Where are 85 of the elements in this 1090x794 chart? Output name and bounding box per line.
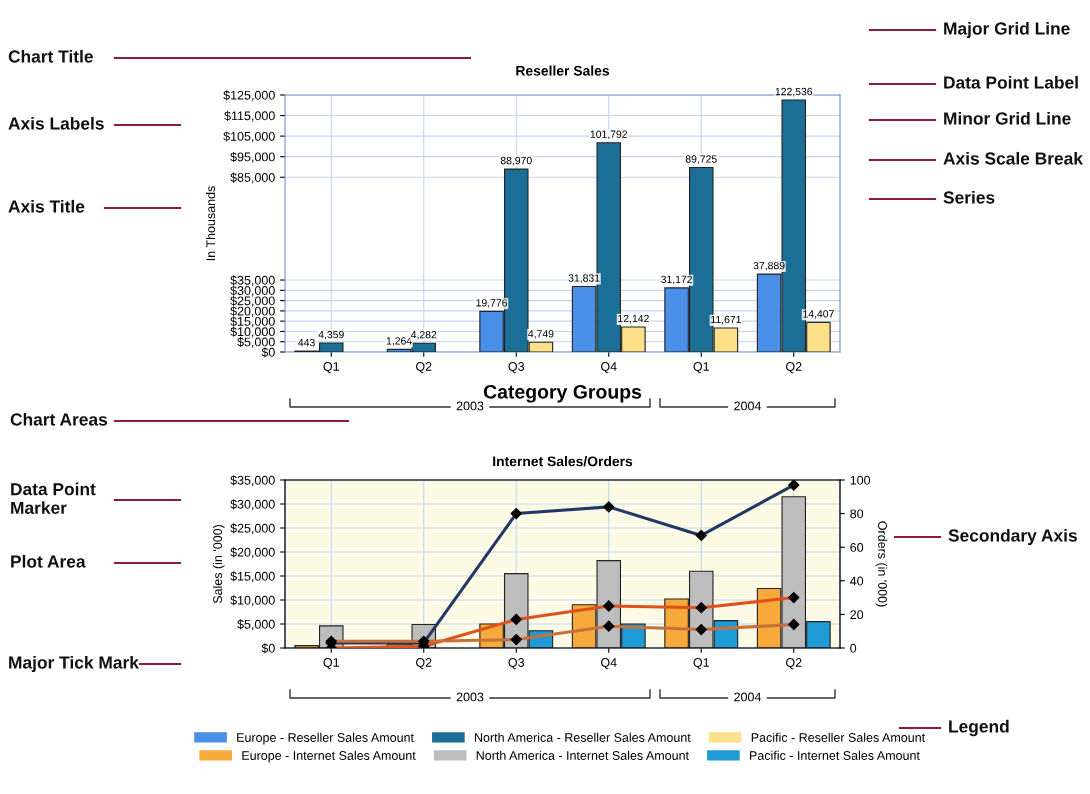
data-label: 1,264 [386,337,412,346]
y-tick-label: $30,000 [230,499,275,511]
text: Axis Title [8,199,85,213]
data-label: 19,776 [476,299,508,308]
y-tick-label: $85,000 [230,172,275,184]
x-tick-label: Q2 [416,658,432,670]
x-tick-label: Q4 [601,362,617,374]
legend-label: North America - Reseller Sales Amount [475,732,691,742]
x-tick-label: Q1 [323,362,339,374]
data-label: 11,671 [711,315,741,325]
y-tick-label: $10,000 [230,595,275,607]
y-tick-label: $115,000 [224,110,275,122]
data-label: 4,282 [410,330,437,340]
y-tick-label: $105,000 [223,131,275,143]
legend-label: Europe - Reseller Sales Amount [237,732,414,745]
data-label: 122,536 [775,87,813,97]
text: Major Grid Line [944,21,1070,39]
data-label: 31,831 [568,274,600,283]
data-label: 31,172 [661,275,692,285]
data-label: 4,749 [528,330,554,339]
y-tick-label: $20,000 [230,306,275,318]
text: Secondary Axis [948,528,1077,546]
y-axis-title: Sales (in '000) [212,525,225,604]
chart-title: Reseller Sales [516,65,610,76]
x-tick-label: Q1 [693,362,709,374]
y-tick-label: $125,000 [223,90,275,102]
data-label: 443 [298,338,315,347]
y-tick-label: $5,000 [237,619,275,631]
text: Data Point Marker [11,482,96,515]
y-tick-label: $25,000 [230,523,275,535]
y-tick-label: $10,000 [230,326,275,338]
data-label: 12,142 [618,314,649,324]
y2-tick-label: 80 [850,509,864,519]
text: Legend [949,719,1009,737]
data-label: 89,725 [685,155,717,164]
legend-label: Europe - Internet Sales Amount [242,750,416,763]
x-tick-label: Q1 [323,658,339,670]
text: Chart Title [8,49,93,63]
x-tick-label: Q2 [786,658,802,670]
text: Minor Grid Line [944,111,1071,125]
x-tick-label: Q2 [416,362,432,374]
y2-tick-label: 100 [850,475,871,485]
y-tick-label: $35,000 [230,475,275,487]
y-tick-label: $35,000 [230,275,275,287]
x-tick-label: Q1 [693,658,709,670]
y2-tick-label: 20 [850,610,864,620]
y-axis-title: In Thousands [205,186,216,261]
y-tick-label: $15,000 [230,571,275,583]
x-axis-title: Category Groups [483,384,642,403]
y-tick-label: $25,000 [230,295,275,307]
text: Chart Areas [10,412,108,426]
text: Axis Labels [8,116,104,130]
y-tick-label: $0 [261,643,275,654]
y2-tick-label: 40 [850,576,864,586]
y-tick-label: $30,000 [230,285,275,297]
text: Data Point Label [944,75,1078,89]
text: 2004 [734,692,762,702]
legend-label: Pacific - Reseller Sales Amount [751,732,926,742]
x-tick-label: Q3 [508,658,525,670]
text: Axis Scale Break [943,151,1083,165]
data-label: 14,407 [803,310,834,319]
legend-label: North America - Internet Sales Amount [476,750,689,760]
y-tick-label: $15,000 [230,316,275,328]
x-tick-label: Q2 [786,362,802,374]
y2-tick-label: 60 [850,543,864,552]
x-tick-label: Q3 [508,362,525,374]
text: Major Tick Mark [9,655,139,673]
text: Plot Area [11,554,86,568]
y2-axis-title: Orders (in '000) [875,521,888,607]
chart-title: Internet Sales/Orders [493,456,633,467]
y-tick-label: $0 [261,347,275,358]
text: 2003 [456,692,484,702]
y-tick-label: $20,000 [230,547,275,559]
text: 2004 [734,401,762,411]
x-tick-label: Q4 [601,658,617,670]
text: 2003 [456,401,484,411]
data-label: 4,359 [318,330,344,340]
y2-tick-label: 0 [850,643,857,653]
data-label: 88,970 [500,156,532,166]
y-tick-label: $95,000 [230,151,275,163]
data-label: 37,889 [753,261,785,271]
y-tick-label: $5,000 [237,337,275,348]
text: Series [943,190,995,204]
data-label: 101,792 [590,130,628,140]
legend-label: Pacific - Internet Sales Amount [750,750,920,760]
